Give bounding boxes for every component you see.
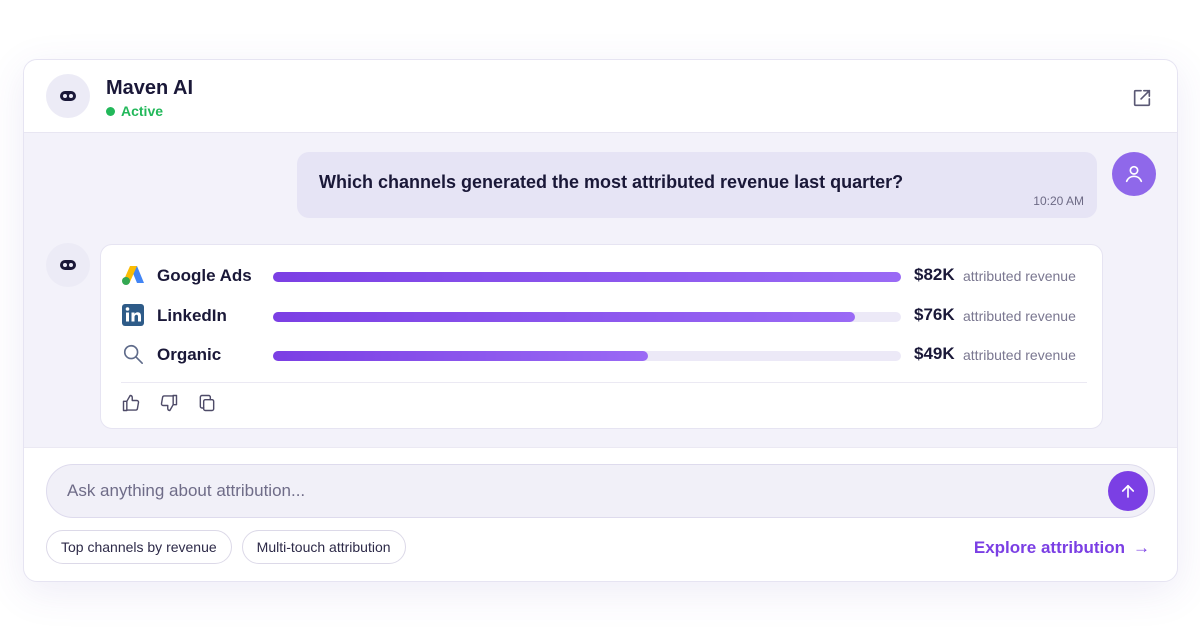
- revenue-bar-fill: [273, 312, 856, 322]
- assistant-name: Maven AI: [106, 77, 194, 99]
- answer-divider: [121, 382, 1087, 383]
- user-message-bubble: Which channels generated the most attrib…: [297, 152, 1097, 218]
- revenue-bar-fill: [273, 272, 901, 282]
- message-timestamp: 10:20 AM: [1033, 194, 1084, 208]
- robot-icon: [60, 91, 76, 101]
- revenue-bar-fill: [273, 351, 649, 361]
- status-dot: [106, 106, 115, 116]
- channel-row-google-ads: Google Ads $82K attributed revenue: [121, 263, 1087, 289]
- revenue-suffix: attributed revenue: [963, 347, 1076, 363]
- revenue-amount: $82K: [914, 265, 955, 284]
- revenue-suffix: attributed revenue: [963, 308, 1076, 324]
- copy-icon[interactable]: [197, 393, 217, 413]
- channel-label: Google Ads: [157, 266, 252, 285]
- bot-avatar: [46, 74, 90, 118]
- status-indicator: Active: [106, 103, 163, 119]
- arrow-right-icon: →: [1133, 538, 1150, 557]
- composer-box: [46, 464, 1155, 518]
- chat-window: Maven AI Active Which channels generated…: [23, 59, 1178, 582]
- channel-row-organic: Organic $49K attributed revenue: [121, 342, 1087, 368]
- external-link-icon[interactable]: [1131, 87, 1153, 109]
- status-label: Active: [121, 103, 164, 119]
- robot-icon: [60, 260, 76, 270]
- chat-header: Maven AI Active: [24, 60, 1177, 133]
- thumbs-up-icon[interactable]: [121, 393, 141, 413]
- user-avatar: [1112, 152, 1156, 196]
- search-icon: [121, 342, 145, 366]
- revenue-bar-track: [273, 312, 901, 322]
- user-message-text: Which channels generated the most attrib…: [319, 172, 904, 192]
- composer-area: Top channels by revenue Multi-touch attr…: [24, 447, 1177, 581]
- suggestion-chip-multi-touch[interactable]: Multi-touch attribution: [241, 530, 406, 564]
- channel-label: LinkedIn: [157, 306, 227, 325]
- send-button[interactable]: [1108, 471, 1148, 511]
- assistant-answer-card: Google Ads $82K attributed revenue Linke…: [100, 244, 1103, 429]
- suggestion-chips: Top channels by revenue Multi-touch attr…: [46, 530, 406, 564]
- revenue-bar-track: [273, 272, 901, 282]
- google-ads-icon: [121, 263, 145, 287]
- suggestion-chip-top-channels[interactable]: Top channels by revenue: [46, 530, 232, 564]
- channel-row-linkedin: LinkedIn $76K attributed revenue: [121, 303, 1087, 329]
- message-input[interactable]: [67, 465, 1087, 517]
- thumbs-down-icon[interactable]: [159, 393, 179, 413]
- user-icon: [1125, 165, 1143, 183]
- revenue-bar-track: [273, 351, 901, 361]
- revenue-amount: $76K: [914, 305, 955, 324]
- revenue-suffix: attributed revenue: [963, 268, 1076, 284]
- bot-avatar-answer: [46, 243, 90, 287]
- revenue-amount: $49K: [914, 344, 955, 363]
- message-actions: [121, 393, 217, 413]
- arrow-up-icon: [1121, 484, 1135, 498]
- channel-label: Organic: [157, 345, 222, 364]
- explore-label: Explore attribution: [973, 538, 1125, 557]
- linkedin-icon: [121, 303, 145, 327]
- explore-attribution-link[interactable]: Explore attribution →: [974, 538, 1150, 558]
